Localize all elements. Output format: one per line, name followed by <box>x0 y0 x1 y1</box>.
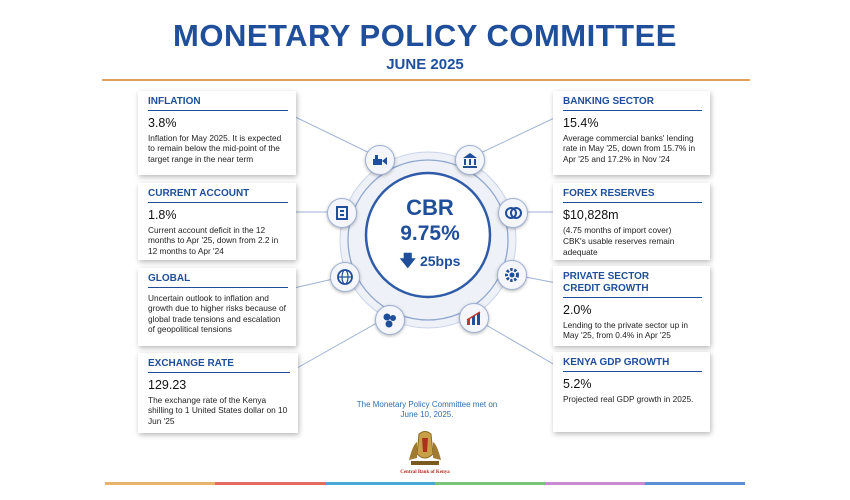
cbr-circle <box>364 171 492 299</box>
card-value: 15.4% <box>563 116 599 130</box>
card-heading-2: CREDIT GROWTH <box>563 283 702 298</box>
card-description: Inflation for May 2025. It is expected t… <box>148 133 282 164</box>
card-heading: KENYA GDP GROWTH <box>563 357 702 372</box>
footer-bar-segment <box>435 482 545 485</box>
orbit-ring <box>347 159 509 321</box>
card-description: Projected real GDP growth in 2025. <box>563 394 694 404</box>
footer-bar-segment <box>215 482 325 485</box>
meeting-note: The Monetary Policy Committee met on Jun… <box>356 400 498 419</box>
card-value: 2.0% <box>563 303 592 317</box>
forex-icon <box>498 198 528 228</box>
card-description: Uncertain outlook to inflation and growt… <box>148 293 286 334</box>
arrow-down-icon: 🡇 <box>399 253 416 270</box>
card-heading-1: PRIVATE SECTOR <box>563 271 650 282</box>
page-subtitle: JUNE 2025 <box>386 56 464 73</box>
card-global: GLOBAL Uncertain outlook to inflation an… <box>138 268 296 346</box>
gear-icon <box>497 260 527 290</box>
card-banking-sector: BANKING SECTOR 15.4% Average commercial … <box>553 91 710 175</box>
page-title: MONETARY POLICY COMMITTEE <box>173 18 677 53</box>
footer-bar-segment <box>545 482 645 485</box>
connector-exchange-rate <box>289 319 383 373</box>
card-gdp-growth: KENYA GDP GROWTH 5.2% Projected real GDP… <box>553 352 710 432</box>
cbk-logo <box>409 431 441 465</box>
logo-caption: Central Bank of Kenya <box>400 470 450 475</box>
cbr-change: 🡇 25bps <box>365 252 495 271</box>
globe-icon <box>330 262 360 292</box>
card-value: 129.23 <box>148 378 187 392</box>
cbr-change-value: 25bps <box>419 253 461 269</box>
footer-bar-segment <box>105 482 215 485</box>
card-description: Average commercial banks' lending rate i… <box>563 133 696 164</box>
cbr-value: 9.75% <box>400 222 460 245</box>
card-heading: FOREX RESERVES <box>563 188 702 203</box>
card-heading: EXCHANGE RATE <box>148 358 290 373</box>
card-heading: INFLATION <box>148 96 288 111</box>
card-description: The exchange rate of the Kenya shilling … <box>148 395 288 426</box>
connector-gdp <box>473 317 568 373</box>
connector-banking <box>469 111 568 159</box>
card-value: 5.2% <box>563 377 592 391</box>
card-current-account: CURRENT ACCOUNT 1.8% Current account def… <box>138 183 296 260</box>
card-inflation: INFLATION 3.8% Inflation for May 2025. I… <box>138 91 296 175</box>
card-value: 1.8% <box>148 208 177 222</box>
current-account-icon <box>327 198 357 228</box>
card-description: Lending to the private sector up in May … <box>563 320 688 341</box>
card-value: $10,828m <box>563 208 619 222</box>
inflation-icon <box>365 145 395 175</box>
footer-bar-segment <box>645 482 745 485</box>
card-description: Current account deficit in the 12 months… <box>148 225 279 256</box>
card-value: 3.8% <box>148 116 177 130</box>
connector-inflation <box>284 111 381 159</box>
coins-icon <box>375 305 405 335</box>
card-heading: CURRENT ACCOUNT <box>148 188 288 203</box>
card-description-1: (4.75 months of import cover) <box>563 225 672 235</box>
card-exchange-rate: EXCHANGE RATE 129.23 The exchange rate o… <box>138 353 298 433</box>
card-description-2: CBK's usable reserves remain adequate <box>563 236 675 257</box>
title-divider <box>102 79 750 81</box>
cbr-label: CBR <box>406 195 454 220</box>
card-heading: GLOBAL <box>148 273 288 288</box>
bank-icon <box>455 145 485 175</box>
card-private-sector: PRIVATE SECTOR CREDIT GROWTH 2.0% Lendin… <box>553 266 710 346</box>
card-forex-reserves: FOREX RESERVES $10,828m (4.75 months of … <box>553 183 710 260</box>
chart-icon <box>459 303 489 333</box>
card-heading: BANKING SECTOR <box>563 96 702 111</box>
footer-bar-segment <box>325 482 435 485</box>
